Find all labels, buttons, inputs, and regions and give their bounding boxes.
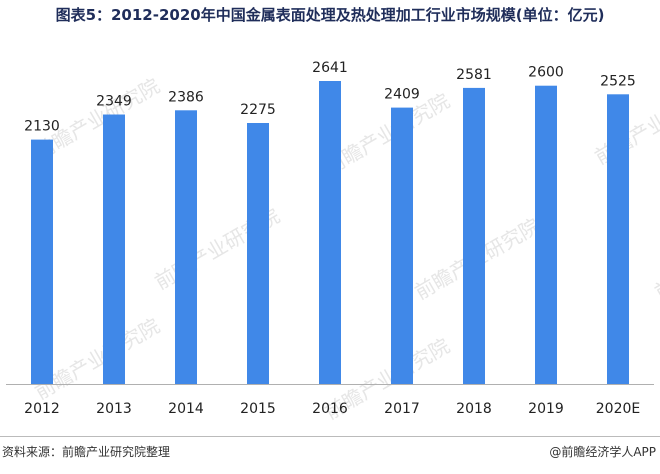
- bar-2015: [247, 123, 269, 384]
- brand-credit: @前瞻经济学人APP: [549, 445, 656, 459]
- x-axis-tick-labels: 2012 2013 2014 2015 2016 2017 2018 2019 2020E: [24, 401, 640, 417]
- tick-label-2019: 2019: [528, 401, 564, 417]
- bar-2018: [463, 87, 485, 385]
- data-labels: 2130 2349 2386 2275 2641 2409 2581 2600 2525: [24, 60, 636, 135]
- bar-2019: [535, 85, 557, 384]
- bar-2014: [175, 110, 197, 385]
- data-label-2020E: 2525: [600, 73, 636, 89]
- tick-label-2018: 2018: [456, 401, 492, 417]
- bar-2013: [103, 114, 125, 384]
- tick-label-2015: 2015: [240, 401, 276, 417]
- tick-label-2020E: 2020E: [596, 401, 640, 417]
- tick-label-2016: 2016: [312, 401, 348, 417]
- watermark-text: 前瞻产业研究院: [651, 214, 660, 305]
- bar-series: [31, 81, 629, 385]
- data-label-2015: 2275: [240, 102, 276, 118]
- footer-divider: [0, 436, 660, 437]
- bar-2016: [319, 81, 341, 384]
- tick-label-2012: 2012: [24, 401, 60, 417]
- data-label-2019: 2600: [528, 65, 564, 81]
- tick-label-2014: 2014: [168, 401, 204, 417]
- tick-label-2013: 2013: [96, 401, 132, 417]
- tick-label-2017: 2017: [384, 401, 420, 417]
- data-label-2017: 2409: [384, 87, 420, 103]
- bar-2020E: [607, 94, 629, 385]
- bar-2012: [31, 139, 53, 384]
- data-label-2018: 2581: [456, 67, 492, 83]
- source-note: 资料来源：前瞻产业研究院整理: [2, 445, 171, 459]
- data-label-2013: 2349: [96, 94, 132, 110]
- bar-2017: [391, 107, 413, 384]
- data-label-2012: 2130: [24, 119, 60, 135]
- data-label-2014: 2386: [168, 89, 204, 105]
- chart-title: 图表5：2012-2020年中国金属表面处理及热处理加工行业市场规模(单位：亿元…: [55, 6, 605, 24]
- data-label-2016: 2641: [312, 60, 348, 76]
